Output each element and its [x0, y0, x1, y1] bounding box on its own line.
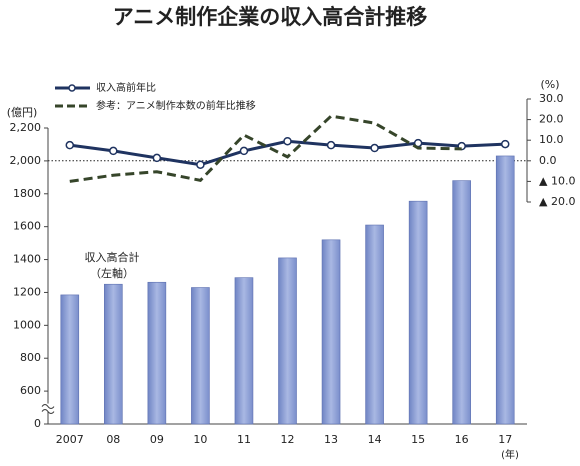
y-unit: (億円) — [7, 106, 38, 119]
chart-title: アニメ制作企業の収入高合計推移 — [113, 5, 428, 29]
x-unit: (年) — [501, 448, 519, 461]
line-marker — [370, 143, 379, 153]
x-tick-label: 09 — [150, 433, 164, 446]
y-tick-label: 800 — [20, 351, 41, 364]
legend-marker — [68, 84, 76, 92]
bar — [104, 283, 123, 425]
y2-tick-label: 30.0 — [539, 92, 564, 105]
x-tick-label: 17 — [498, 433, 512, 446]
line-marker — [152, 153, 162, 163]
bar — [191, 287, 210, 425]
legend-label: 収入高前年比 — [96, 81, 156, 94]
x-tick-label: 13 — [324, 433, 338, 446]
line-marker — [196, 160, 205, 169]
x-tick-label: 2007 — [56, 433, 84, 446]
line-marker — [65, 140, 75, 150]
axis-break-gap — [42, 403, 54, 412]
y-tick-label: 1000 — [13, 318, 41, 331]
y2-tick-label: 20.0 — [539, 113, 564, 126]
y2-tick-label: ▲ 10.0 — [539, 174, 575, 187]
x-tick-label: 15 — [411, 433, 425, 446]
bar-annotation: （左軸） — [90, 266, 134, 280]
y-tick-label: 2,200 — [10, 121, 42, 134]
bar — [365, 224, 384, 425]
bar-annotation: 収入高合計 — [85, 250, 140, 264]
y2-tick-label: 0.0 — [539, 154, 557, 167]
line-marker — [283, 136, 292, 146]
y-tick-label: 1600 — [13, 220, 41, 233]
bar — [408, 200, 428, 425]
line-marker — [109, 146, 118, 156]
y-tick-label: 0 — [34, 417, 41, 430]
bar — [321, 239, 341, 425]
y2-tick-label: 10.0 — [539, 133, 564, 146]
x-tick-label: 14 — [368, 433, 382, 446]
bar — [452, 180, 471, 425]
bar — [147, 281, 167, 425]
bar — [278, 257, 297, 425]
y2-unit: (%) — [540, 78, 559, 91]
x-tick-label: 08 — [106, 433, 120, 446]
bar — [495, 155, 515, 425]
x-tick-label: 10 — [193, 433, 207, 446]
line-marker — [500, 139, 510, 149]
bar — [234, 277, 254, 425]
y2-tick-label: ▲ 20.0 — [539, 195, 575, 208]
line-marker — [326, 140, 336, 150]
legend-label: 参考：アニメ制作本数の前年比推移 — [96, 99, 256, 112]
y-tick-label: 1800 — [13, 187, 41, 200]
line-marker — [239, 146, 249, 156]
x-tick-label: 12 — [281, 433, 295, 446]
line — [69, 114, 462, 183]
y-tick-label: 1400 — [13, 253, 41, 266]
x-tick-label: 16 — [455, 433, 469, 446]
y-tick-label: 1200 — [13, 285, 41, 298]
x-tick-label: 11 — [237, 433, 251, 446]
y-tick-label: 600 — [20, 384, 41, 397]
y-tick-label: 2,000 — [10, 154, 42, 167]
bar — [60, 294, 80, 425]
axis-break — [41, 404, 55, 415]
